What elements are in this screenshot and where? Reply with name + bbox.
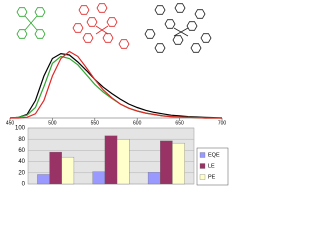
y-tick-label: 0 xyxy=(22,182,26,188)
x-tick-label: 600 xyxy=(133,120,142,126)
bar xyxy=(49,151,62,185)
red-molecule xyxy=(72,3,130,49)
bar xyxy=(104,135,118,185)
green-molecule xyxy=(16,7,46,39)
bar xyxy=(37,174,50,185)
x-tick-label: 500 xyxy=(48,120,57,126)
legend-swatch xyxy=(199,174,206,180)
spectrum-line xyxy=(9,55,222,119)
legend-swatch xyxy=(199,163,206,169)
bar xyxy=(61,156,75,185)
legend-label: EQE xyxy=(208,152,220,158)
legend-swatch xyxy=(199,152,206,158)
x-tick-label: 550 xyxy=(91,120,100,126)
spectrum-line xyxy=(10,50,222,119)
bar xyxy=(147,172,161,185)
legend-label: PE xyxy=(208,174,216,180)
bar xyxy=(160,140,173,185)
y-tick-label: 60 xyxy=(18,148,25,154)
y-tick-label: 20 xyxy=(18,170,25,176)
y-tick-label: 80 xyxy=(18,137,25,143)
bar xyxy=(92,171,106,185)
x-tick-label: 450 xyxy=(6,120,15,126)
bar xyxy=(116,139,130,185)
y-tick-label: 100 xyxy=(15,126,26,132)
legend-label: LE xyxy=(208,163,215,169)
black-molecule xyxy=(144,3,212,53)
bar xyxy=(172,142,185,185)
figure: 450 500 550 600 650 700 0 20 40 60 80 100 EQE LE PE xyxy=(6,3,229,188)
y-tick-label: 40 xyxy=(18,159,25,165)
spectrum-line xyxy=(9,52,223,119)
x-tick-label: 650 xyxy=(175,120,184,126)
x-tick-label: 700 xyxy=(218,120,227,126)
